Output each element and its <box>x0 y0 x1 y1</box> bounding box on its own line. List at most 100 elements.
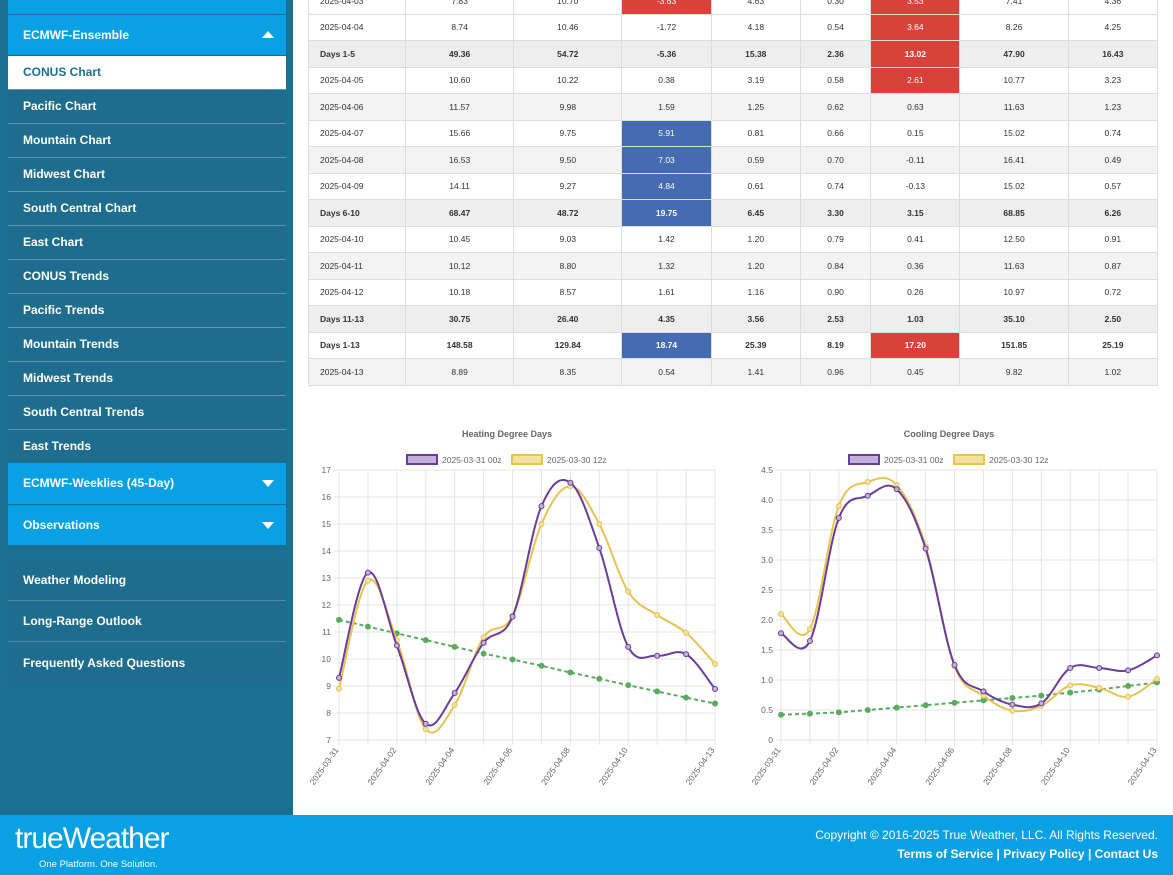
table-cell: Days 1-5 <box>308 40 406 68</box>
data-point <box>654 652 661 659</box>
nav-faq[interactable]: Frequently Asked Questions <box>8 642 286 684</box>
table-row: 2025-04-09 14.11 9.27 4.84 0.61 0.74 -0.13 15.0… <box>308 172 1159 200</box>
series-line-1 <box>338 485 716 734</box>
table-cell: 10.18 <box>404 278 515 306</box>
table-cell: 148.58 <box>404 331 515 359</box>
data-point <box>1067 689 1074 696</box>
table-cell: 26.40 <box>513 305 623 333</box>
data-point <box>712 685 718 692</box>
sidebar-item-mountain-chart[interactable]: Mountain Chart <box>8 124 286 158</box>
data-point <box>654 611 661 618</box>
sidebar-item-midwest-trends[interactable]: Midwest Trends <box>8 362 286 396</box>
sidebar-item-south-central-chart[interactable]: South Central Chart <box>8 192 286 226</box>
sidebar-item-east-chart[interactable]: East Chart <box>8 226 286 260</box>
data-point <box>625 588 632 595</box>
series-line-0 <box>338 478 716 727</box>
data-point <box>336 674 342 681</box>
accordion-ecmwf-ensemble[interactable]: ECMWF-Ensemble <box>8 15 286 55</box>
data-point <box>1125 683 1132 689</box>
nav-weather-modeling[interactable]: Weather Modeling <box>8 560 286 601</box>
table-cell: 0.74 <box>1067 119 1159 147</box>
data-point <box>980 688 987 695</box>
data-point <box>538 503 545 510</box>
data-point <box>567 669 574 676</box>
accordion-header-prev[interactable] <box>8 0 286 14</box>
table-cell: 0.54 <box>799 13 872 41</box>
sidebar-item-conus-trends[interactable]: CONUS Trends <box>8 260 286 294</box>
trueweather-logo[interactable]: trueWeather One Platform. One Solution. <box>15 822 170 871</box>
x-tick-label: 2025-04-13 <box>684 745 717 787</box>
data-point <box>683 629 690 636</box>
table-cell: 0.45 <box>870 358 961 386</box>
table-cell: 3.23 <box>1067 66 1159 94</box>
table-row: 2025-04-03 7.83 10.70 -3.63 4.63 0.30 3.53 7.41… <box>308 0 1159 15</box>
data-point <box>451 690 458 697</box>
data-point <box>336 616 342 623</box>
data-point <box>835 515 842 521</box>
table-cell: 3.19 <box>710 66 801 94</box>
sidebar-item-pacific-chart[interactable]: Pacific Chart <box>8 90 286 124</box>
table-cell: 3.56 <box>710 305 801 333</box>
accordion-label: ECMWF-Weeklies (45-Day) <box>23 476 175 490</box>
y-tick-label: 0.5 <box>761 705 773 715</box>
table-cell: 1.16 <box>710 278 801 306</box>
sidebar-item-conus-chart[interactable]: CONUS Chart <box>8 56 286 90</box>
legend-label: 2025-03-30 12z <box>547 455 607 465</box>
privacy-link[interactable]: Privacy Policy <box>1003 847 1085 861</box>
logo-wordmark: trueWeather <box>15 822 170 855</box>
sidebar-item-pacific-trends[interactable]: Pacific Trends <box>8 294 286 328</box>
table-cell: 0.49 <box>1067 146 1159 174</box>
accordion-ecmwf-weeklies[interactable]: ECMWF-Weeklies (45-Day) <box>8 463 286 504</box>
sidebar-item-midwest-chart[interactable]: Midwest Chart <box>8 158 286 192</box>
table-cell: -1.72 <box>621 13 712 41</box>
table-cell: 15.66 <box>404 119 515 147</box>
table-cell: 0.87 <box>1067 252 1159 280</box>
table-cell: 0.15 <box>870 119 961 147</box>
table-cell: 10.97 <box>959 278 1069 306</box>
y-tick-label: 11 <box>322 627 331 637</box>
data-point <box>893 704 900 711</box>
table-row: 2025-04-04 8.74 10.46 -1.72 4.18 0.54 3.64 8.26… <box>308 13 1159 41</box>
table-cell: 0.96 <box>799 358 872 386</box>
table-cell: 0.61 <box>710 172 801 200</box>
table-cell: 1.23 <box>1067 93 1159 121</box>
table-cell: 7.03 <box>621 146 712 174</box>
footer: trueWeather One Platform. One Solution. … <box>0 815 1173 875</box>
data-point <box>893 486 900 493</box>
table-cell: 1.02 <box>1067 358 1159 386</box>
sidebar-item-south-central-trends[interactable]: South Central Trends <box>8 396 286 430</box>
x-tick-label: 2025-04-13 <box>1126 745 1159 787</box>
sidebar-item-east-trends[interactable]: East Trends <box>8 430 286 464</box>
data-point <box>480 650 487 657</box>
data-point <box>864 707 871 713</box>
chevron-up-icon <box>262 31 274 38</box>
data-point <box>538 662 545 669</box>
data-point <box>422 726 429 733</box>
legend-swatch <box>511 454 543 465</box>
data-point <box>625 682 632 689</box>
table-cell: 11.63 <box>959 93 1069 121</box>
data-point <box>864 492 871 499</box>
main-content: 2025-04-03 7.83 10.70 -3.63 4.63 0.30 3.53 7.41… <box>293 0 1173 815</box>
sidebar-item-mountain-trends[interactable]: Mountain Trends <box>8 328 286 362</box>
data-point <box>1154 652 1160 659</box>
y-tick-label: 14 <box>322 546 332 556</box>
table-cell: 4.63 <box>710 0 801 15</box>
table-cell: 9.50 <box>513 146 623 174</box>
nav-long-range-outlook[interactable]: Long-Range Outlook <box>8 601 286 642</box>
accordion-observations[interactable]: Observations <box>8 505 286 545</box>
table-cell: -0.13 <box>870 172 961 200</box>
terms-link[interactable]: Terms of Service <box>897 847 994 861</box>
series-line-1 <box>780 476 1158 713</box>
contact-link[interactable]: Contact Us <box>1094 847 1158 861</box>
heating-degree-days-chart: Heating Degree Days 2025-03-31 00z 2025-03… <box>308 429 718 787</box>
table-cell: 54.72 <box>513 40 623 68</box>
legend-label: 2025-03-31 00z <box>884 455 944 465</box>
table-cell: 11.63 <box>959 252 1069 280</box>
sidebar: ECMWF-Ensemble CONUS Chart Pacific Chart M… <box>0 0 293 815</box>
table-cell: 2025-04-09 <box>308 172 406 200</box>
table-cell: 1.59 <box>621 93 712 121</box>
y-tick-label: 9 <box>326 681 331 691</box>
data-point <box>922 545 929 552</box>
table-cell: 0.84 <box>799 252 872 280</box>
